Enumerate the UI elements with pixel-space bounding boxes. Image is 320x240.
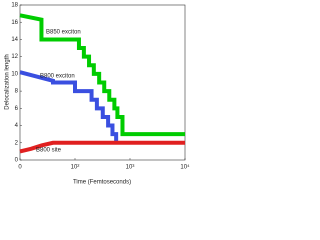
y-tick-label: 12 [11, 54, 18, 60]
y-tick-label: 0 [15, 158, 19, 164]
chart: Delocalization length Time (Femtoseconds… [5, 3, 190, 186]
plot-frame [19, 4, 186, 161]
x-axis-label: Time (Femtoseconds) [73, 180, 131, 186]
y-tick-label: 2 [15, 140, 19, 146]
series-line [19, 70, 119, 143]
x-tick-label: 10² [71, 165, 80, 171]
series-label: B800 site [36, 148, 62, 154]
y-tick-label: 18 [11, 3, 18, 9]
page: Delocalization length Time (Femtoseconds… [4, 2, 191, 186]
x-tick-label: 10⁴ [180, 164, 190, 171]
series-line [19, 140, 185, 154]
y-tick-label: 14 [11, 37, 18, 43]
y-tick-label: 10 [11, 71, 18, 77]
y-tick-label: 4 [15, 123, 19, 129]
series-label: B850 exciton [46, 30, 81, 36]
x-tick-label: 10³ [126, 165, 135, 171]
y-tick-label: 16 [11, 20, 18, 26]
x-tick-label: 0 [18, 165, 22, 171]
y-tick-label: 6 [15, 106, 19, 112]
series-label: B800 exciton [40, 74, 75, 80]
y-axis-label: Delocalization length [5, 54, 11, 109]
series-line [19, 13, 185, 137]
y-tick-label: 8 [15, 89, 19, 95]
